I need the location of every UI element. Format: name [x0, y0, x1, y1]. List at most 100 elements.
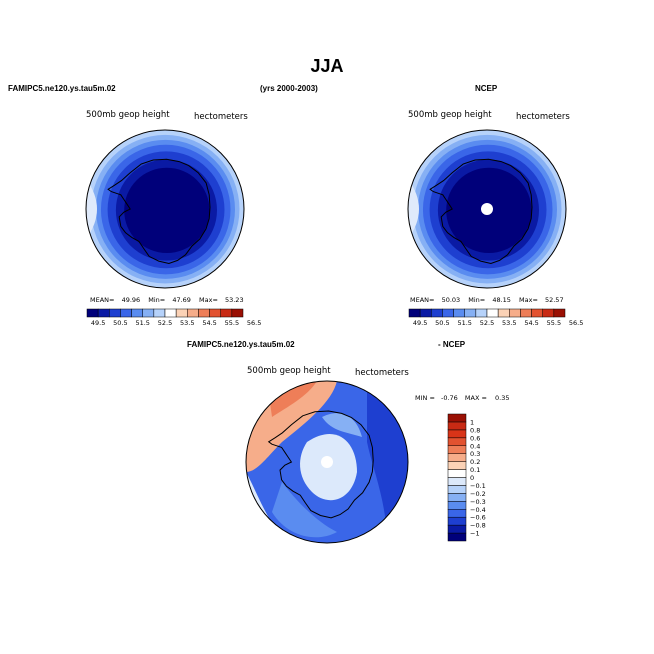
ncep-colorbar-tick-label: 53.5 [502, 319, 516, 327]
diff-model-title: FAMIPC5.ne120.ys.tau5m.02 [187, 340, 295, 349]
model-height-band-6 [124, 167, 210, 254]
ncep-colorbar-swatch-5 [464, 308, 477, 318]
ncep-colorbar-swatch-11 [531, 308, 543, 318]
model-colorbar-swatch-8 [175, 308, 188, 318]
diff-colorbar-swatch-3 [447, 509, 467, 518]
model-colorbar-swatch-13 [231, 308, 244, 318]
panel1-units-label: hectometers [194, 112, 248, 122]
panel1-mean-label: MEAN= [90, 296, 115, 304]
ncep-light-edge-band [408, 179, 419, 239]
ncep-colorbar-tick-label: 49.5 [413, 319, 427, 327]
ncep-colorbar-swatch-9 [509, 308, 521, 318]
model-colorbar-tick-label: 50.5 [113, 319, 127, 327]
model-map-border [85, 129, 245, 289]
figure-title: JJA [310, 56, 344, 76]
diff-colorbar-tick-label: −0.1 [470, 482, 486, 490]
panel3-min-label: MIN = [415, 394, 435, 402]
panel2-stats: MEAN= 50.03 Min= 48.15 Max= 52.57 [410, 296, 564, 304]
model-colorbar-swatch-7 [164, 308, 177, 318]
model-antarctica-coastline [107, 158, 211, 265]
ncep-colorbar-tick-label: 50.5 [435, 319, 449, 327]
ncep-colorbar-swatch-6 [475, 308, 488, 318]
diff-mid-blue-south [272, 482, 337, 538]
panel3-max-value: 0.35 [495, 394, 510, 402]
years-title: (yrs 2000-2003) [260, 84, 318, 93]
diff-colorbar-tick-label: 0.6 [470, 434, 480, 442]
model-colorbar-swatch-12 [220, 308, 233, 318]
diff-colorbar-swatch-12 [447, 437, 467, 446]
diff-colorbar-tick-label: −0.6 [470, 514, 486, 522]
diff-colorbar-tick-label: 0.4 [470, 442, 480, 450]
ncep-colorbar-tick-label: 56.5 [569, 319, 583, 327]
panel3-min-value: -0.76 [440, 394, 458, 402]
ncep-colorbar-swatch-2 [431, 308, 443, 318]
diff-colorbar-tick-label: 0.1 [470, 466, 480, 474]
ncep-colorbar-swatch-10 [520, 308, 532, 318]
model-light-edge-band [86, 179, 97, 239]
diff-colorbar-tick-label: 0.3 [470, 450, 480, 458]
panel2-mean-label: MEAN= [410, 296, 435, 304]
ncep-map-border [407, 129, 567, 289]
model-colorbar-swatch-10 [198, 308, 210, 318]
diff-missing-data-spot [321, 456, 333, 468]
ncep-colorbar-swatch-12 [542, 308, 555, 318]
ncep-colorbar-swatch-13 [553, 308, 566, 318]
model-colorbar-swatch-4 [131, 308, 143, 318]
model-colorbar-swatch-9 [187, 308, 199, 318]
panel1-stats: MEAN= 49.96 Min= 47.69 Max= 53.23 [90, 296, 244, 304]
model-colorbar-tick-label: 53.5 [180, 319, 194, 327]
panel2-max-label: Max= [519, 296, 538, 304]
panel2-mean-value: 50.03 [441, 296, 461, 304]
model-title: FAMIPC5.ne120.ys.tau5m.02 [8, 84, 116, 93]
diff-colorbar-swatch-8 [447, 469, 467, 478]
diff-colorbar-tick-label: −1 [470, 530, 480, 538]
diff-colorbar-tick-label: 0.8 [470, 426, 480, 434]
difference-polar-map [245, 380, 409, 544]
panel2-min-label: Min= [468, 296, 486, 304]
model-polar-map [85, 129, 245, 289]
model-colorbar-swatch-6 [153, 308, 166, 318]
panel3-max-label: MAX = [464, 394, 487, 402]
diff-colorbar-tick-label: −0.4 [470, 506, 486, 514]
diff-light-blue-north [322, 413, 362, 437]
ncep-colorbar: 49.5 50.5 51.5 52.5 53.5 54.5 55.5 56.5 [408, 308, 583, 327]
diff-colorbar-swatch-4 [447, 501, 467, 510]
panel2-units-label: hectometers [516, 112, 570, 122]
diff-antarctica-coastline [267, 410, 374, 519]
ncep-missing-data-spot [481, 203, 493, 215]
ncep-colorbar-swatch-1 [419, 308, 432, 318]
model-colorbar-swatch-11 [209, 308, 221, 318]
ncep-colorbar-swatch-8 [497, 308, 510, 318]
model-colorbar-swatch-0 [86, 308, 99, 318]
model-colorbar-tick-label: 55.5 [225, 319, 239, 327]
diff-map-border [245, 380, 409, 544]
panel2-variable-label: 500mb geop height [408, 110, 492, 120]
diff-colorbar-swatch-14 [447, 421, 467, 431]
ncep-colorbar-swatch-7 [486, 308, 499, 318]
model-colorbar-tick-label: 56.5 [247, 319, 261, 327]
diff-colorbar-tick-label: −0.3 [470, 498, 486, 506]
ncep-colorbar-swatch-4 [453, 308, 465, 318]
diff-colorbar-swatch-2 [447, 516, 467, 526]
ncep-colorbar-swatch-3 [442, 308, 454, 318]
panel2-max-value: 52.57 [544, 296, 564, 304]
model-colorbar-tick-label: 49.5 [91, 319, 105, 327]
panel1-min-value: 47.69 [172, 296, 191, 304]
ncep-colorbar-tick-label: 52.5 [480, 319, 494, 327]
model-colorbar-tick-label: 51.5 [135, 319, 149, 327]
diff-colorbar-swatch-11 [447, 445, 467, 454]
diff-colorbar-tick-label: 1 [470, 418, 474, 426]
ncep-colorbar-tick-label: 51.5 [457, 319, 471, 327]
panel1-variable-label: 500mb geop height [86, 110, 170, 120]
panel1-max-value: 53.23 [224, 296, 244, 304]
model-colorbar-swatch-5 [142, 308, 155, 318]
diff-colorbar-tick-label: 0 [470, 474, 474, 482]
model-colorbar-swatch-3 [120, 308, 132, 318]
ncep-antarctica-coastline [429, 158, 533, 265]
diff-colorbar-swatch-7 [447, 477, 467, 486]
diff-ncep-title: - NCEP [438, 340, 466, 349]
panel1-max-label: Max= [199, 296, 218, 304]
diff-colorbar-tick-label: −0.8 [470, 522, 486, 530]
difference-colorbar: −1−0.8−0.6−0.4−0.3−0.2−0.100.10.20.30.40… [447, 413, 486, 542]
